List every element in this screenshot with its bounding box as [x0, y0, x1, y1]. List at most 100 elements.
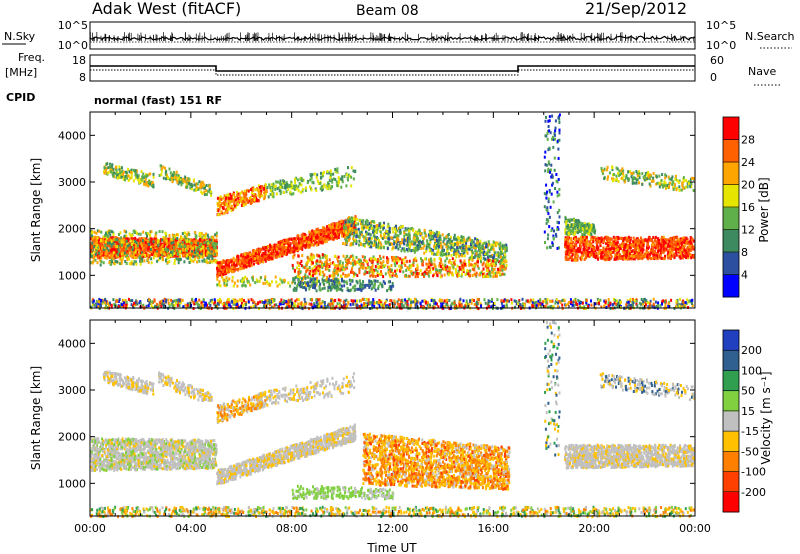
- range-gate-cell: [91, 241, 94, 245]
- range-gate-cell: [207, 251, 210, 255]
- range-gate-cell: [176, 249, 179, 253]
- range-gate-cell: [342, 242, 345, 245]
- range-gate-cell: [95, 249, 98, 253]
- range-gate-cell: [210, 235, 213, 239]
- range-gate-cell: [446, 249, 449, 253]
- range-gate-cell: [178, 257, 180, 261]
- range-gate-cell: [202, 251, 205, 255]
- range-gate-cell: [242, 264, 245, 268]
- range-gate-cell: [370, 245, 373, 249]
- nave-label: Nave: [748, 65, 776, 78]
- range-gate-cell: [109, 233, 112, 237]
- range-gate-cell: [302, 244, 305, 248]
- range-gate-cell: [174, 175, 177, 179]
- range-gate-cell: [128, 243, 131, 247]
- range-gate-cell: [394, 227, 397, 231]
- range-gate-cell: [177, 242, 179, 245]
- range-gate-cell: [143, 259, 146, 263]
- range-gate-cell: [326, 230, 329, 234]
- range-gate-cell: [147, 180, 150, 184]
- range-gate-cell: [242, 277, 245, 281]
- range-gate-cell: [133, 260, 136, 264]
- range-gate-cell: [168, 260, 171, 264]
- range-gate-cell: [297, 241, 300, 245]
- range-gate-cell: [104, 246, 107, 249]
- range-gate-cell: [176, 177, 179, 180]
- range-gate-cell: [226, 210, 228, 214]
- range-gate-cell: [208, 251, 211, 255]
- range-gate-cell: [91, 231, 94, 235]
- range-gate-cell: [102, 235, 105, 239]
- range-gate-cell: [254, 188, 257, 192]
- range-gate-cell: [383, 235, 386, 239]
- range-gate-cell: [387, 237, 390, 241]
- range-gate-cell: [134, 231, 136, 234]
- range-gate-cell: [131, 245, 134, 249]
- range-gate-cell: [352, 169, 355, 173]
- range-gate-cell: [377, 243, 380, 247]
- cpid-value: normal (fast) 151 RF: [94, 94, 222, 107]
- range-gate-cell: [118, 252, 121, 256]
- range-gate-cell: [225, 203, 228, 207]
- range-gate-cell: [492, 240, 495, 244]
- range-gate-cell: [263, 255, 266, 259]
- range-gate-cell: [415, 230, 417, 234]
- range-gate-cell: [409, 248, 411, 252]
- range-gate-cell: [179, 257, 182, 261]
- range-gate-cell: [209, 184, 211, 188]
- range-gate-cell: [136, 250, 139, 254]
- range-gate-cell: [247, 189, 250, 193]
- range-gate-cell: [304, 189, 307, 192]
- range-gate-cell: [152, 185, 155, 189]
- range-gate-cell: [212, 237, 215, 241]
- range-gate-cell: [294, 246, 297, 250]
- range-gate-cell: [216, 266, 219, 270]
- range-gate-cell: [293, 184, 295, 188]
- range-gate-cell: [408, 236, 411, 240]
- range-gate-cell: [172, 254, 175, 258]
- range-gate-cell: [209, 245, 212, 249]
- range-gate-cell: [379, 234, 382, 238]
- range-gate-cell: [154, 235, 157, 238]
- range-gate-cell: [188, 245, 191, 249]
- range-gate-cell: [346, 236, 349, 240]
- range-gate-cell: [248, 264, 251, 268]
- range-gate-cell: [209, 259, 212, 263]
- range-gate-cell: [159, 256, 162, 260]
- nsky-label: N.Sky: [4, 30, 36, 43]
- range-gate-cell: [323, 226, 326, 230]
- range-gate-cell: [223, 211, 226, 215]
- range-gate-cell: [460, 235, 463, 239]
- range-gate-cell: [283, 245, 285, 249]
- range-gate-cell: [164, 170, 167, 174]
- range-gate-cell: [133, 256, 136, 260]
- range-gate-cell: [287, 248, 290, 252]
- range-gate-cell: [169, 171, 172, 175]
- range-gate-cell: [258, 279, 261, 283]
- range-gate-cell: [210, 239, 213, 242]
- range-gate-cell: [213, 252, 216, 256]
- range-gate-cell: [173, 171, 175, 174]
- range-gate-cell: [162, 165, 165, 169]
- range-gate-cell: [468, 247, 471, 251]
- range-gate-cell: [323, 183, 326, 187]
- range-gate-cell: [102, 247, 105, 251]
- range-gate-cell: [395, 240, 398, 244]
- range-gate-cell: [90, 254, 93, 258]
- range-gate-cell: [360, 243, 363, 247]
- range-gate-cell: [201, 242, 204, 246]
- range-gate-cell: [103, 255, 106, 259]
- range-gate-cell: [201, 191, 204, 195]
- range-gate-cell: [395, 245, 398, 249]
- range-gate-cell: [222, 207, 225, 211]
- range-gate-cell: [217, 271, 220, 275]
- range-gate-cell: [132, 179, 135, 183]
- range-gate-cell: [433, 244, 436, 248]
- range-gate-cell: [316, 179, 319, 183]
- range-gate-cell: [96, 247, 98, 251]
- range-gate-cell: [290, 192, 293, 196]
- range-gate-cell: [324, 240, 327, 244]
- range-gate-cell: [200, 235, 203, 239]
- range-gate-cell: [102, 239, 105, 243]
- range-gate-cell: [417, 232, 420, 236]
